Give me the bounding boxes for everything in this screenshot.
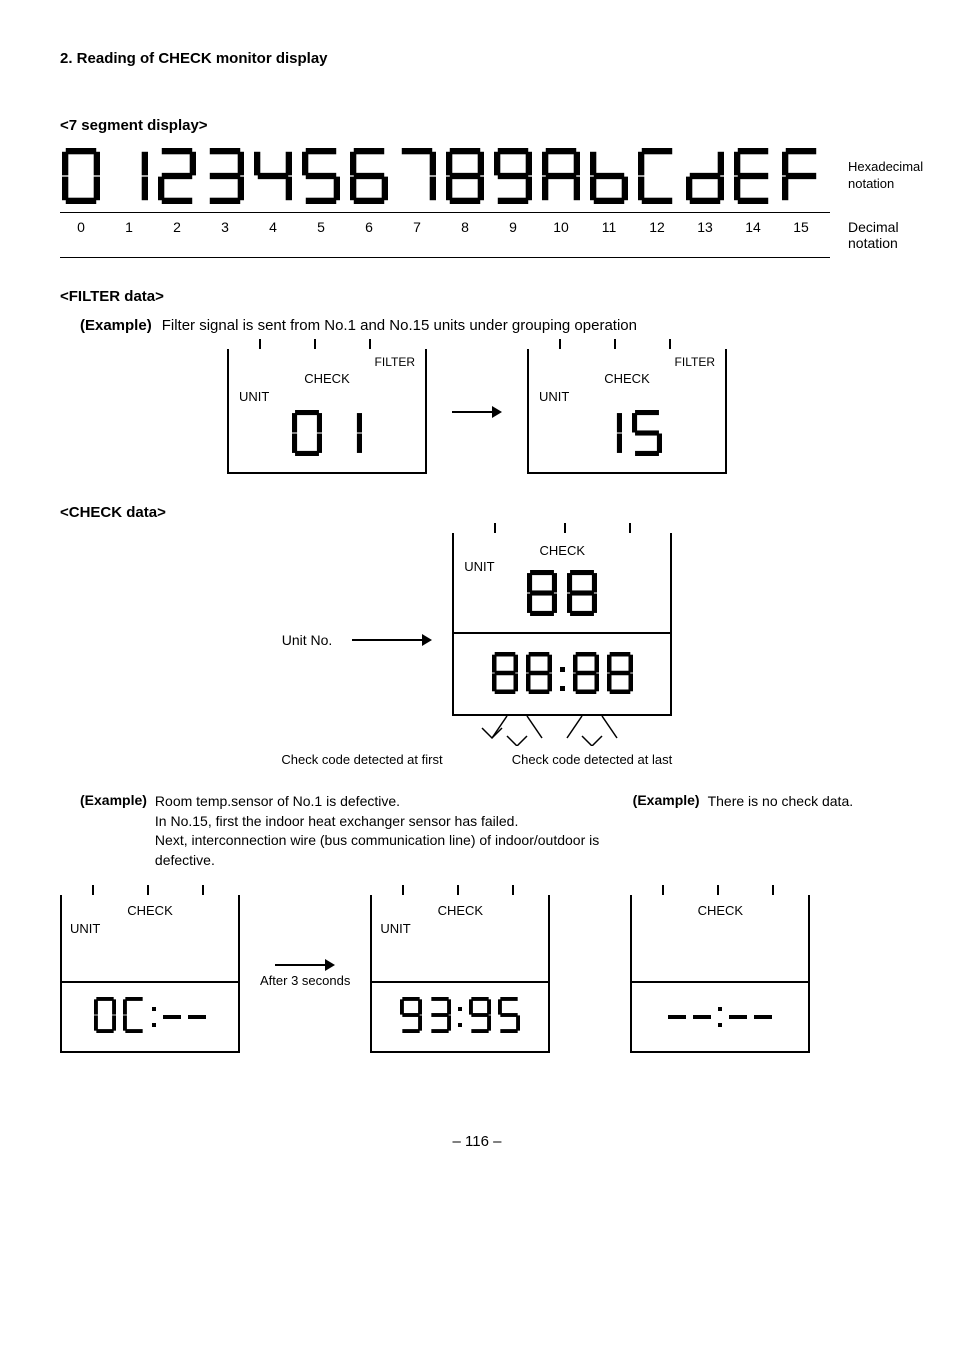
dec-cell: 15 xyxy=(780,219,822,251)
hex-digits xyxy=(60,146,822,206)
dec-cell: 8 xyxy=(444,219,486,251)
dec-cell: 13 xyxy=(684,219,726,251)
check-data-box: CHECK UNIT xyxy=(452,533,672,746)
seg-digit xyxy=(780,146,822,206)
example-text: Room temp.sensor of No.1 is defective.In… xyxy=(155,792,603,870)
seg-digit xyxy=(540,146,582,206)
seg-digit xyxy=(444,146,486,206)
filter-indicator: FILTER xyxy=(675,355,715,369)
separator2 xyxy=(60,257,830,258)
seg-digit xyxy=(588,146,630,206)
hex-label: Hexadecimal notation xyxy=(848,159,923,193)
arrow-icon xyxy=(352,634,432,646)
filter-indicator: FILTER xyxy=(375,355,415,369)
dec-cell: 10 xyxy=(540,219,582,251)
seg-digit xyxy=(252,146,294,206)
section-title: 2. Reading of CHECK monitor display xyxy=(60,50,894,67)
seg-digit xyxy=(636,146,678,206)
example-text: Filter signal is sent from No.1 and No.1… xyxy=(162,317,637,334)
check-labels: Check code detected at first Check code … xyxy=(60,752,894,767)
unit-label: UNIT xyxy=(380,921,410,936)
seg-digit xyxy=(156,146,198,206)
lcd-digits xyxy=(539,408,715,466)
dec-cell: 14 xyxy=(732,219,774,251)
dec-cell: 5 xyxy=(300,219,342,251)
seg-digit xyxy=(492,146,534,206)
check-heading: <CHECK data> xyxy=(60,504,894,521)
hex-row: Hexadecimal notation xyxy=(60,146,894,206)
after-3s-label: After 3 seconds xyxy=(260,973,350,990)
lcd-digits xyxy=(239,408,415,466)
check-label: CHECK xyxy=(640,903,800,918)
example-text: There is no check data. xyxy=(708,792,854,812)
lcd-nocheck: CHECK xyxy=(630,895,810,1053)
check-label: CHECK xyxy=(70,903,230,918)
filter-example: (Example) Filter signal is sent from No.… xyxy=(80,317,894,334)
unit-label: UNIT xyxy=(70,921,100,936)
unit-label: UNIT xyxy=(239,389,269,404)
example-label: (Example) xyxy=(633,792,700,812)
dec-cell: 1 xyxy=(108,219,150,251)
seg-digit xyxy=(60,146,102,206)
unit-label: UNIT xyxy=(539,389,569,404)
dec-cell: 3 xyxy=(204,219,246,251)
check-label: CHECK xyxy=(464,543,660,558)
seg-digit xyxy=(108,146,150,206)
separator xyxy=(60,212,830,213)
dec-cell: 12 xyxy=(636,219,678,251)
seg-digit xyxy=(732,146,774,206)
lcd-15-9395: CHECK UNIT xyxy=(370,895,550,1053)
dec-cell: 6 xyxy=(348,219,390,251)
check-label: CHECK xyxy=(539,371,715,386)
lcd-box-15: FILTER CHECK UNIT xyxy=(527,349,727,474)
page-number: – 116 – xyxy=(60,1133,894,1150)
dec-cell: 4 xyxy=(252,219,294,251)
dec-label: Decimal notation xyxy=(848,219,899,251)
arrow-icon xyxy=(452,406,502,418)
example-right: (Example) There is no check data. xyxy=(633,792,894,880)
unitno-label: Unit No. xyxy=(282,632,333,648)
seg-digit xyxy=(204,146,246,206)
code-row xyxy=(464,650,660,708)
lcd-box-01: FILTER CHECK UNIT xyxy=(227,349,427,474)
lcd-digits xyxy=(464,568,660,626)
seg-digit xyxy=(396,146,438,206)
seg-digit xyxy=(348,146,390,206)
check-last-label: Check code detected at last xyxy=(482,752,702,767)
unit-label: UNIT xyxy=(464,559,494,574)
filter-boxes: FILTER CHECK UNIT FILTER CHECK UNIT xyxy=(60,349,894,474)
check-lcd-top: CHECK UNIT xyxy=(452,533,672,634)
check-first-label: Check code detected at first xyxy=(252,752,472,767)
dec-cell: 0 xyxy=(60,219,102,251)
seg-heading: <7 segment display> xyxy=(60,117,894,134)
arrow-icon xyxy=(275,959,335,971)
bottom-boxes: CHECK UNIT After 3 seconds CHECK UNIT CH… xyxy=(60,895,894,1053)
seg-digit xyxy=(684,146,726,206)
dec-row: 0123456789101112131415 Decimal notation xyxy=(60,219,894,251)
check-lcd-bot xyxy=(452,634,672,716)
dec-cell: 7 xyxy=(396,219,438,251)
check-data-wrap: Unit No. CHECK UNIT xyxy=(60,533,894,746)
v-arrows-svg xyxy=(452,716,672,746)
check-label: CHECK xyxy=(239,371,415,386)
examples-bottom: (Example) Room temp.sensor of No.1 is de… xyxy=(80,792,894,880)
dec-cell: 11 xyxy=(588,219,630,251)
dec-cell: 9 xyxy=(492,219,534,251)
lcd-01-0C: CHECK UNIT xyxy=(60,895,240,1053)
check-label: CHECK xyxy=(380,903,540,918)
example-left: (Example) Room temp.sensor of No.1 is de… xyxy=(80,792,603,880)
example-label: (Example) xyxy=(80,792,147,870)
dec-cell: 2 xyxy=(156,219,198,251)
filter-heading: <FILTER data> xyxy=(60,288,894,305)
example-label: (Example) xyxy=(80,317,152,334)
seg-digit xyxy=(300,146,342,206)
